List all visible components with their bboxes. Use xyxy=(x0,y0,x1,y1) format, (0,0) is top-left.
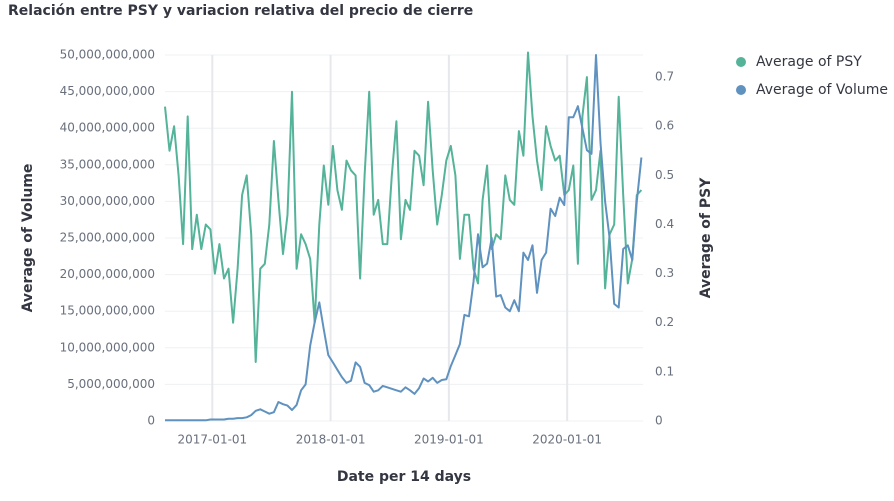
legend-swatch xyxy=(736,57,746,67)
y-tick-label: 30,000,000,000 xyxy=(60,194,155,208)
x-tick-label: 2017-01-01 xyxy=(177,433,247,447)
y2-tick-label: 0.2 xyxy=(655,315,674,329)
y2-tick-label: 0.5 xyxy=(655,168,674,182)
y-tick-label: 40,000,000,000 xyxy=(60,121,155,135)
chart-title: Relación entre PSY y variacion relativa … xyxy=(8,3,473,19)
y-tick-label: 50,000,000,000 xyxy=(60,48,155,62)
x-tick-label: 2019-01-01 xyxy=(414,433,484,447)
y-tick-label: 10,000,000,000 xyxy=(60,340,155,354)
y-tick-label: 45,000,000,000 xyxy=(60,84,155,98)
y-axis-label: Average of Volume xyxy=(20,164,36,313)
y2-tick-label: 0.6 xyxy=(655,119,674,133)
y2-tick-label: 0.7 xyxy=(655,70,674,84)
y-tick-label: 5,000,000,000 xyxy=(67,377,155,391)
y-tick-label: 20,000,000,000 xyxy=(60,267,155,281)
y-tick-label: 25,000,000,000 xyxy=(60,231,155,245)
y2-tick-label: 0.4 xyxy=(655,217,674,231)
legend-label: Average of PSY xyxy=(756,54,862,70)
y2-tick-label: 0.1 xyxy=(655,364,674,378)
y2-axis-label: Average of PSY xyxy=(698,177,714,299)
legend-swatch xyxy=(736,85,746,95)
series-line xyxy=(165,54,643,422)
y-tick-label: 35,000,000,000 xyxy=(60,157,155,171)
x-tick-label: 2020-01-01 xyxy=(532,433,602,447)
y-tick-label: 15,000,000,000 xyxy=(60,304,155,318)
x-tick-label: 2018-01-01 xyxy=(296,433,366,447)
legend-label: Average of Volume xyxy=(756,82,888,98)
y2-tick-label: 0.3 xyxy=(655,266,674,280)
series-line xyxy=(164,51,643,363)
y-tick-label: 0 xyxy=(147,414,155,428)
x-axis-label: Date per 14 days xyxy=(337,469,471,485)
y2-tick-label: 0 xyxy=(655,414,663,428)
